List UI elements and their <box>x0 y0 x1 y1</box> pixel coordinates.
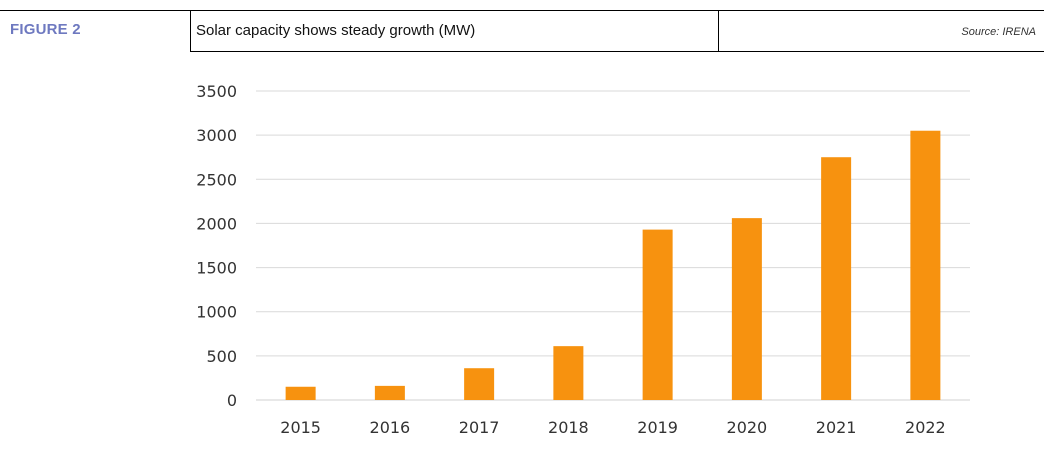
y-tick-label: 2500 <box>196 170 237 189</box>
x-tick-label: 2017 <box>459 418 500 437</box>
figure-source: Source: IRENA <box>961 26 1036 38</box>
x-tick-label: 2019 <box>637 418 678 437</box>
y-tick-label: 1500 <box>196 259 237 278</box>
bar-2021 <box>821 157 852 400</box>
bar-layer <box>285 130 941 400</box>
y-tick-label: 3000 <box>196 126 237 145</box>
header-bottom-rule <box>190 51 1044 52</box>
x-tick-label: 2021 <box>816 418 857 437</box>
y-tick-label: 2000 <box>196 214 237 233</box>
x-tick-label: 2022 <box>905 418 946 437</box>
x-tick-label: 2020 <box>727 418 768 437</box>
bar-2018 <box>553 346 584 400</box>
bar-2017 <box>464 368 495 400</box>
x-tick-label: 2015 <box>280 418 321 437</box>
grid-layer <box>256 90 970 401</box>
x-tick-label: 2018 <box>548 418 589 437</box>
header-top-rule <box>0 10 1044 11</box>
header-divider-right <box>718 10 719 52</box>
figure-header: FIGURE 2 Solar capacity shows steady gro… <box>0 10 1052 52</box>
header-divider-left <box>190 10 191 52</box>
y-tick-label: 500 <box>206 347 237 366</box>
bar-2022 <box>910 130 941 400</box>
y-tick-label: 0 <box>227 391 237 410</box>
bar-2020 <box>731 218 762 400</box>
bar-2019 <box>642 229 673 400</box>
bar-2016 <box>374 385 405 400</box>
y-tick-label: 1000 <box>196 303 237 322</box>
figure-label: FIGURE 2 <box>10 21 81 38</box>
y-tick-label: 3500 <box>196 82 237 101</box>
x-tick-label: 2016 <box>370 418 411 437</box>
x-axis-ticks: 2015 2016 2017 2018 2019 2020 2021 2022 <box>280 418 945 437</box>
y-axis-ticks: 0 500 1000 1500 2000 2500 3000 3500 <box>196 82 237 410</box>
figure-title: Solar capacity shows steady growth (MW) <box>196 22 476 39</box>
bar-2015 <box>285 386 316 400</box>
